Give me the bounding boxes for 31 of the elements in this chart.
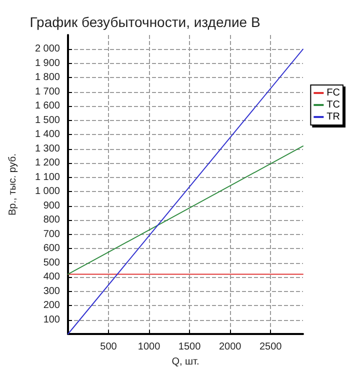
x-tick-label: 2500	[259, 342, 282, 352]
x-tick-label: 1000	[138, 342, 161, 352]
chart-title: График безубыточности, изделие B	[30, 14, 260, 30]
y-tick-label: 200	[43, 300, 60, 312]
y-tick-label: 1 600	[34, 100, 60, 112]
x-tick-label: 2000	[218, 342, 242, 352]
y-tick-label: 1 500	[34, 114, 60, 126]
legend-label: TC	[326, 100, 340, 110]
y-axis-title: Вр., тыс. руб.	[8, 154, 18, 216]
legend-label: FC	[326, 88, 340, 98]
y-tick-label: 300	[43, 286, 60, 297]
y-tick-label: 500	[43, 257, 60, 268]
y-tick-label: 1 100	[34, 172, 60, 183]
y-tick-label: 2 000	[34, 44, 60, 55]
x-tick-label: 500	[100, 342, 118, 352]
x-axis-title: Q, шт.	[172, 356, 200, 368]
y-tick-label: 800	[43, 214, 60, 226]
y-tick-label: 1 400	[34, 129, 60, 140]
y-tick-label: 100	[43, 314, 60, 326]
legend-label: TR	[326, 112, 340, 122]
y-tick-label: 1 000	[34, 186, 60, 198]
y-tick-label: 600	[43, 243, 60, 254]
y-tick-label: 1 700	[34, 86, 60, 98]
y-tick-label: 1 800	[34, 72, 60, 84]
y-tick-label: 400	[43, 272, 60, 283]
y-tick-label: 1 300	[34, 143, 60, 154]
y-tick-label: 700	[43, 228, 60, 240]
y-tick-label: 1 900	[34, 58, 60, 69]
y-tick-label: 1 200	[34, 158, 60, 169]
x-tick-label: 1500	[178, 342, 202, 352]
y-tick-label: 900	[43, 200, 60, 212]
